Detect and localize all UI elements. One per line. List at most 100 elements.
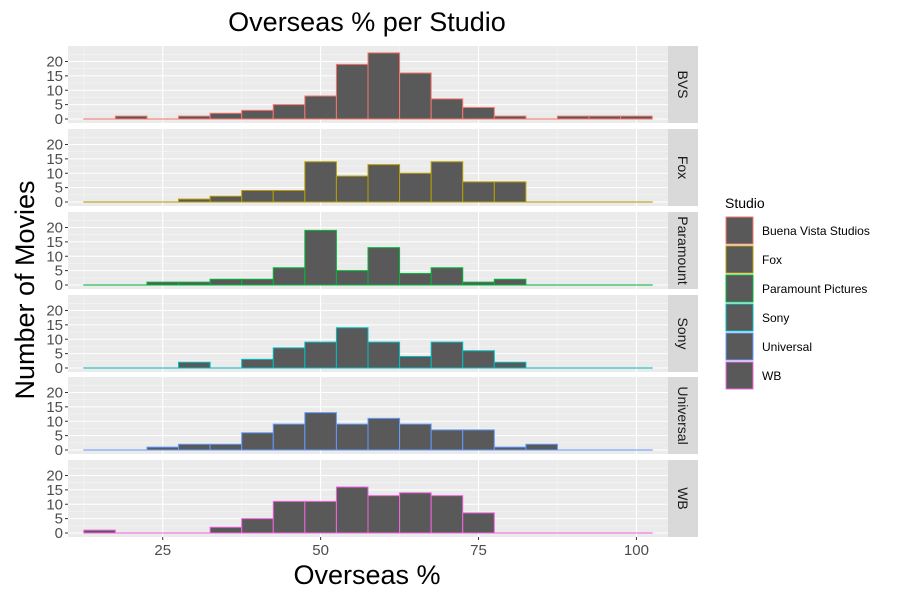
histogram-bar [462, 350, 495, 369]
histogram-bar [367, 52, 401, 120]
y-axis-title: Number of Movies [10, 180, 40, 399]
histogram-bar [241, 432, 274, 451]
y-tick-label: 15 [46, 482, 63, 499]
histogram-bar [304, 95, 337, 120]
y-tick-label: 20 [46, 468, 63, 485]
histogram-bar [178, 281, 211, 286]
histogram-bar [146, 446, 180, 451]
histogram-bar [178, 443, 211, 451]
histogram-bar [462, 429, 495, 451]
histogram-bar [209, 112, 243, 120]
legend-key [725, 303, 754, 332]
histogram-bar [493, 278, 527, 286]
histogram-bar [335, 270, 369, 286]
histogram-bar [272, 190, 306, 203]
x-axis: 25 50 75 100 [154, 537, 649, 559]
y-tick-label: 5 [55, 97, 63, 114]
legend-label: Paramount Pictures [762, 282, 867, 296]
facet-strip-label: Fox [675, 156, 691, 179]
histogram-bar [493, 115, 527, 120]
y-tick-label: 0 [55, 360, 63, 377]
y-tick-label: 10 [46, 496, 63, 513]
x-axis-title: Overseas % [293, 560, 440, 590]
legend-key [725, 332, 754, 361]
histogram-bar [462, 512, 495, 534]
histogram-bar [367, 417, 401, 451]
histogram-bar [493, 446, 527, 451]
histogram-bar [304, 161, 337, 203]
y-tick-label: 15 [46, 234, 63, 251]
histogram-bar [399, 492, 432, 534]
histogram-bar [367, 495, 401, 534]
legend-item: Buena Vista Studios [725, 216, 870, 245]
legend-key [725, 245, 754, 274]
histogram-bar [146, 281, 180, 286]
legend-label: Buena Vista Studios [762, 224, 870, 238]
histogram-bar [620, 115, 653, 120]
y-tick-label: 0 [55, 442, 63, 459]
y-tick-label: 5 [55, 180, 63, 197]
x-tick-label: 50 [312, 542, 329, 559]
y-tick-label: 20 [46, 137, 63, 154]
y-tick-label: 0 [55, 194, 63, 211]
histogram-bar [430, 341, 464, 369]
histogram-bar [335, 175, 369, 203]
y-tick-label: 20 [46, 385, 63, 402]
legend-key [725, 274, 754, 303]
histogram-bar [114, 115, 148, 120]
histogram-bar [367, 247, 401, 286]
y-tick-label: 10 [46, 165, 63, 182]
legend-label: Sony [762, 311, 789, 325]
y-tick-label: 10 [46, 331, 63, 348]
histogram-bar [335, 327, 369, 369]
histogram-bar [209, 526, 243, 534]
histogram-bar [462, 107, 495, 120]
histogram-bar [399, 356, 432, 369]
x-tick-label: 25 [154, 542, 171, 559]
histogram-bar [241, 109, 274, 120]
facet-strip [668, 377, 698, 454]
y-tick-label: 5 [55, 346, 63, 363]
histogram-bar [399, 72, 432, 120]
y-tick-label: 15 [46, 317, 63, 334]
y-tick-label: 20 [46, 220, 63, 237]
y-tick-label: 0 [55, 111, 63, 128]
histogram-bar [462, 181, 495, 203]
histogram-bar [178, 361, 211, 369]
facet-strip-label: Paramount [675, 216, 691, 285]
histogram-bar [272, 500, 306, 534]
legend-label: Universal [762, 340, 812, 354]
facet-strip-label: BVS [675, 70, 691, 98]
histogram-bar [209, 195, 243, 203]
legend-label: WB [762, 369, 781, 383]
facet-strip [668, 129, 698, 206]
y-tick-label: 5 [55, 263, 63, 280]
histogram-bar [367, 164, 401, 203]
y-tick-label: 10 [46, 248, 63, 265]
histogram-bar [241, 190, 274, 203]
histogram-bar [430, 161, 464, 203]
histogram-bar [493, 361, 527, 369]
histogram-bar [430, 98, 464, 120]
histogram-bar [178, 198, 211, 203]
y-tick-label: 15 [46, 68, 63, 85]
legend-key [725, 361, 754, 390]
histogram-bar [493, 181, 527, 203]
legend-item: Fox [725, 245, 782, 274]
histogram-bar [272, 267, 306, 286]
legend-key [725, 216, 754, 245]
histogram-bar [462, 281, 495, 286]
histogram-bar [335, 63, 369, 120]
y-tick-label: 5 [55, 428, 63, 445]
y-tick-label: 0 [55, 277, 63, 294]
facet-strip [668, 46, 698, 123]
histogram-bar [83, 529, 116, 534]
histogram-bar [556, 115, 590, 120]
legend-item: Universal [725, 332, 812, 361]
histogram-bar [304, 229, 337, 286]
